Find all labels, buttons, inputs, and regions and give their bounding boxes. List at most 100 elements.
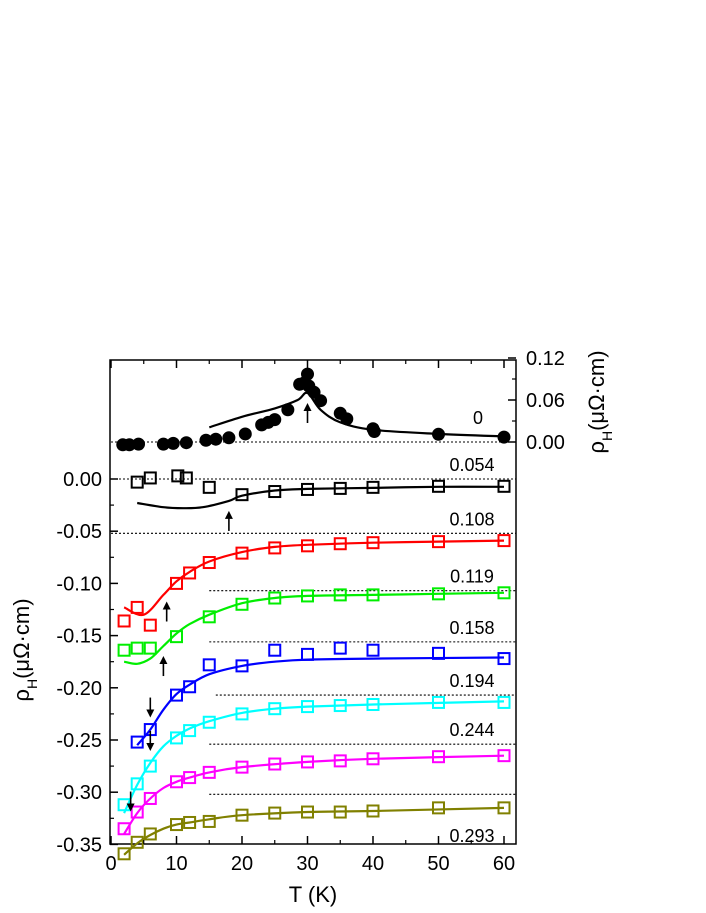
data-point-0.158 [333,641,347,655]
data-point-0.244 [130,805,144,819]
data-point-0 [199,433,213,447]
data-point-0.119 [235,597,249,611]
data-point-0.158 [235,659,249,673]
arrow-head-0.194 [146,742,155,751]
data-point-0.194 [366,698,380,712]
data-point-0.108 [170,576,183,590]
curve-label-0.108: 0.108 [449,509,494,529]
data-point-0.158 [130,735,144,749]
data-point-0.194 [432,695,445,709]
data-point-0.158 [497,652,511,666]
data-point-0.119 [117,643,131,657]
data-point-0 [281,403,295,417]
data-point-0 [156,437,170,451]
data-point-0 [367,425,381,438]
x-tick-label: 30 [296,853,318,875]
data-point-0.194 [235,707,249,721]
fit-line-0 [208,391,505,438]
x-tick-label: 0 [105,853,116,875]
y-left-tick-label: -0.20 [56,678,102,700]
y-axis-right-title: ρH(μΩ·cm) [584,350,615,453]
arrow-head-0.054 [224,510,233,519]
data-point-0.054 [171,469,185,483]
data-point-0.244 [333,754,347,768]
curve-label-0.054: 0.054 [449,455,494,475]
data-point-0.194 [333,699,347,713]
data-point-0 [179,436,193,450]
fit-line-0.108 [123,539,505,617]
y-left-tick-label: -0.10 [56,573,102,595]
data-point-0.293 [202,814,216,828]
data-point-0.054 [179,471,193,485]
data-point-0.244 [143,791,157,805]
data-point-0.158 [432,646,445,660]
data-point-0.244 [117,822,131,836]
curve-label-0.158: 0.158 [449,618,494,638]
data-point-0.293 [497,801,511,815]
data-point-0.119 [497,586,511,600]
data-point-0.108 [183,566,197,580]
data-markers [116,367,511,861]
data-point-0.054 [432,479,445,493]
arrow-head-0.244 [126,803,135,812]
data-point-0.119 [366,588,380,602]
data-point-0.054 [333,481,347,495]
data-point-0 [432,427,445,441]
fit-curves [123,391,505,856]
data-point-0.108 [268,541,282,555]
transition-arrows [126,403,312,812]
data-point-0.054 [202,480,216,494]
curve-label-0.119: 0.119 [450,567,494,587]
data-point-0.244 [202,765,216,779]
arrow-head-0.108 [162,601,171,610]
x-tick-label: 40 [362,853,384,875]
data-point-0.054 [366,480,380,494]
data-point-0.293 [268,806,282,820]
data-point-0.108 [143,618,157,632]
arrow-head-0 [303,403,312,411]
data-point-0.108 [333,537,347,551]
curve-label-0.293: 0.293 [449,826,494,846]
data-point-0.244 [497,749,511,763]
data-point-0.054 [268,485,282,499]
y-left-tick-label: 0.00 [63,469,102,491]
data-point-0.108 [366,536,380,550]
x-tick-label: 10 [165,853,187,875]
data-point-0.194 [497,695,511,709]
data-point-0.194 [268,702,282,716]
data-point-0.119 [143,641,157,655]
data-point-0 [497,430,511,444]
y-right-tick-label: 0.00 [526,432,565,454]
data-point-0.194 [183,724,197,738]
data-point-0.108 [202,556,216,570]
y-left-tick-label: -0.15 [56,626,102,648]
fit-line-0.158 [136,656,505,746]
data-point-0.293 [130,835,144,849]
data-point-0.108 [497,534,511,548]
data-point-0.293 [432,801,445,815]
data-point-0.119 [268,591,282,605]
data-point-0.108 [117,614,131,628]
data-point-0.119 [333,588,347,602]
y-left-tick-label: -0.35 [56,834,102,856]
data-point-0.244 [268,757,282,771]
data-point-0.054 [301,482,314,496]
data-point-0.244 [170,775,183,789]
arrow-head-0.119 [159,656,168,665]
data-point-0.293 [143,827,157,841]
x-axis-title: T (K) [289,882,337,907]
data-point-0 [268,413,282,427]
data-point-0 [340,412,354,426]
curve-labels: 0 0.054 0.108 0.119 0.158 0.194 0.244 0.293 [449,408,494,846]
x-axis: 0 10 20 30 40 50 60 [105,360,515,875]
data-point-0.244 [235,760,249,774]
data-point-0.244 [301,755,314,769]
y-right-tick-label: 0.06 [526,390,565,412]
curve-label-0.244: 0.244 [449,720,494,740]
y-left-tick-label: -0.25 [56,730,102,752]
data-point-0.194 [301,700,314,714]
arrow-head-0.158 [146,709,155,718]
data-point-0.158 [183,680,197,694]
data-point-0.119 [301,589,314,603]
data-point-0 [166,436,180,450]
